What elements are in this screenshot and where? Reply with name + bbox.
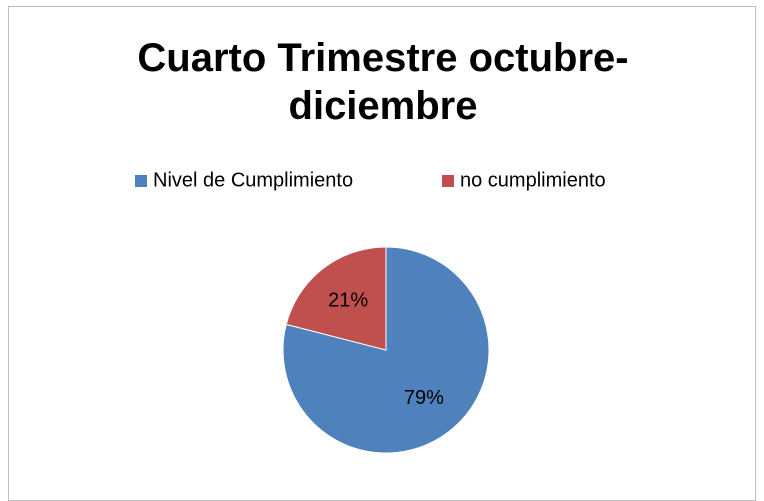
- data-label: 79%: [404, 387, 444, 409]
- data-label: 21%: [328, 289, 368, 311]
- legend-label: no cumplimiento: [460, 169, 606, 191]
- legend-swatch: [135, 175, 147, 187]
- chart-title: Cuarto Trimestre octubre-diciembre: [137, 36, 629, 128]
- pie-slice: [285, 246, 387, 351]
- pie-slice: [282, 246, 490, 454]
- legend-swatch: [442, 175, 454, 187]
- legend-label: Nivel de Cumplimiento: [153, 169, 353, 191]
